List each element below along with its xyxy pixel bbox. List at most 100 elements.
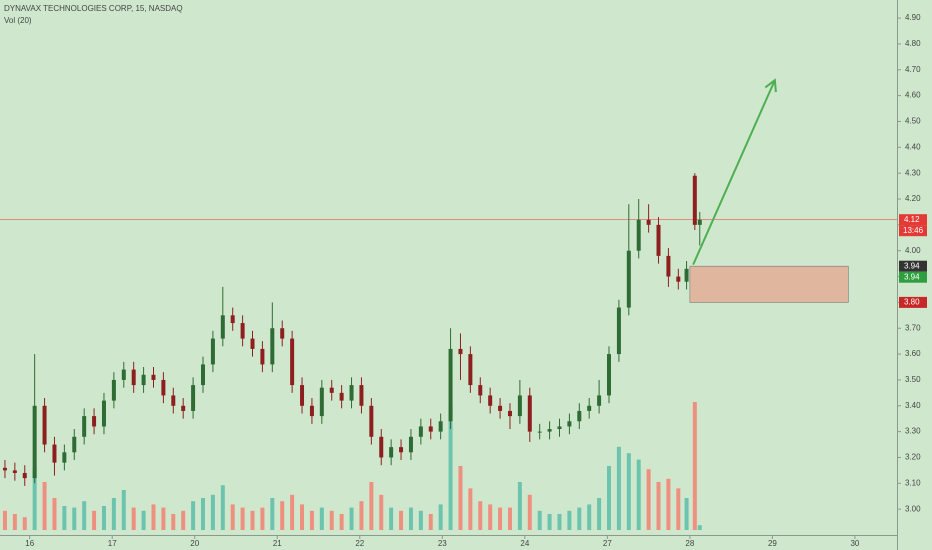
- candle-body: [82, 416, 87, 437]
- volume-bar: [684, 498, 689, 530]
- volume-bar: [656, 482, 661, 530]
- candle-body: [349, 385, 354, 401]
- candle-body: [537, 431, 542, 433]
- candle-body: [290, 338, 295, 386]
- volume-bar: [488, 504, 493, 530]
- volume-bar: [607, 466, 612, 530]
- candle-body: [141, 374, 146, 386]
- volume-bar: [577, 507, 582, 530]
- arrow-head: [764, 78, 777, 93]
- volume-bar: [22, 517, 27, 530]
- y-tick-label: 4.50: [905, 117, 921, 126]
- y-tick-label: 4.70: [905, 65, 921, 74]
- candle-body: [597, 395, 602, 406]
- candle-body: [111, 379, 116, 401]
- candle-body: [171, 395, 176, 406]
- y-tick-label: 4.80: [905, 39, 921, 48]
- volume-bar: [171, 514, 176, 530]
- candle-body: [369, 405, 374, 437]
- candle-body: [684, 268, 689, 282]
- volume-bar: [507, 507, 512, 530]
- y-tick-label: 4.90: [905, 13, 921, 22]
- candle-body: [607, 354, 612, 396]
- volume-bar: [616, 446, 621, 530]
- volume-bar: [399, 510, 404, 530]
- volume-bar: [468, 488, 473, 530]
- candle-body: [557, 426, 562, 430]
- candle-body: [587, 405, 592, 411]
- x-tick-label: 27: [603, 539, 612, 548]
- volume-bar: [121, 490, 126, 530]
- volume-bar: [52, 498, 57, 530]
- candle-body: [300, 385, 305, 406]
- volume-bar: [329, 510, 334, 530]
- volume-bar: [131, 507, 136, 530]
- candle-body: [616, 307, 621, 355]
- x-tick-label: 24: [520, 539, 529, 548]
- volume-bar: [676, 488, 681, 530]
- target-box: [689, 265, 849, 303]
- y-tick-label: 4.00: [905, 246, 921, 255]
- countdown: 13:46: [903, 226, 924, 235]
- candle-body: [260, 348, 265, 365]
- y-tick-label: 3.20: [905, 453, 921, 462]
- candle-body: [12, 470, 17, 473]
- price-label-bg: [899, 260, 927, 272]
- volume-bar: [111, 498, 116, 530]
- volume-bar: [260, 507, 265, 530]
- candle-body: [339, 392, 344, 401]
- x-tick-label: 29: [768, 539, 777, 548]
- candle-body: [181, 405, 186, 411]
- candle-body: [52, 444, 57, 463]
- candle-body: [547, 429, 552, 432]
- volume-bar: [527, 494, 532, 530]
- candle-body: [72, 436, 77, 453]
- volume-bar: [587, 504, 592, 530]
- candle-body: [309, 405, 314, 417]
- volume-bar: [389, 507, 394, 530]
- candle-body: [319, 387, 324, 417]
- price-label: 4.12: [904, 215, 920, 224]
- x-tick-label: 20: [190, 539, 199, 548]
- volume-bar: [666, 478, 671, 530]
- volume-bar: [517, 482, 522, 530]
- candle-body: [498, 405, 503, 411]
- y-tick-label: 3.40: [905, 401, 921, 410]
- volume-bar: [557, 514, 562, 530]
- volume-bar: [72, 507, 77, 530]
- candle-body: [270, 328, 275, 365]
- candle-body: [22, 472, 27, 479]
- candle-body: [646, 219, 651, 225]
- volume-bar: [300, 504, 305, 530]
- x-tick-label: 17: [108, 539, 117, 548]
- volume-label: Vol (20): [4, 16, 32, 25]
- y-tick-label: 4.20: [905, 194, 921, 203]
- candle-body: [359, 385, 364, 406]
- x-tick-label: 21: [273, 539, 282, 548]
- arrow-line: [692, 79, 776, 266]
- candle-body: [280, 328, 285, 339]
- candle-body: [230, 315, 235, 324]
- candle-body: [201, 364, 206, 386]
- candle-body: [488, 395, 493, 406]
- x-tick-label: 23: [438, 539, 447, 548]
- volume-bar: [101, 506, 106, 530]
- volume-bar: [418, 510, 423, 530]
- price-label-bg: [899, 271, 927, 283]
- candle-body: [438, 421, 443, 432]
- volume-bar: [547, 514, 552, 530]
- volume-bar: [220, 485, 225, 530]
- y-tick-label: 3.50: [905, 375, 921, 384]
- x-tick-label: 22: [355, 539, 364, 548]
- y-tick-label: 3.30: [905, 427, 921, 436]
- candle-body: [379, 436, 384, 458]
- candle-body: [676, 276, 681, 282]
- volume-bar: [82, 501, 87, 530]
- volume-bar: [692, 402, 697, 530]
- candle-body: [92, 416, 97, 427]
- volume-bar: [567, 510, 572, 530]
- price-label: 3.94: [904, 261, 920, 270]
- x-tick-label: 28: [685, 539, 694, 548]
- x-tick-label: 16: [25, 539, 34, 548]
- candle-body: [468, 354, 473, 386]
